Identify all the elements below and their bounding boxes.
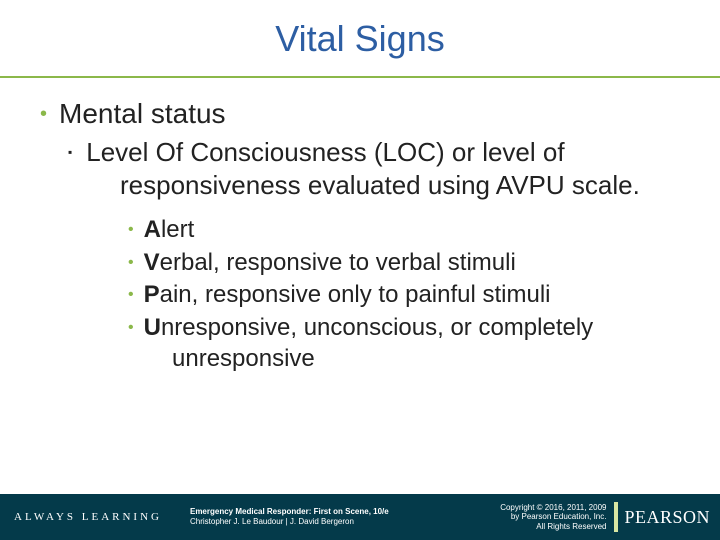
copyright-line: by Pearson Education, Inc. xyxy=(511,512,607,521)
always-learning: ALWAYS LEARNING xyxy=(0,511,162,523)
slide: { "colors": { "title": "#2d5ea3", "rule"… xyxy=(0,0,720,540)
copyright-line: Copyright © 2016, 2011, 2009 xyxy=(500,503,606,512)
pearson-logo: PEARSON xyxy=(614,502,720,532)
avpu-rest: ain, responsive only to painful stimuli xyxy=(160,281,551,308)
book-title: Emergency Medical Responder: First on Sc… xyxy=(190,507,389,516)
book-citation: Emergency Medical Responder: First on Sc… xyxy=(162,507,500,526)
avpu-letter: V xyxy=(144,249,160,276)
slide-body: Mental status Level Of Consciousness (LO… xyxy=(0,78,720,375)
copyright-line: All Rights Reserved xyxy=(536,522,606,531)
logo-text: PEARSON xyxy=(624,507,710,528)
footer: ALWAYS LEARNING Emergency Medical Respon… xyxy=(0,494,720,540)
bullet-l2: Level Of Consciousness (LOC) or level of… xyxy=(94,136,680,375)
avpu-letter: U xyxy=(144,314,161,341)
bullet-l3: Alert xyxy=(150,215,680,246)
bullet-l2-text: Level Of Consciousness (LOC) or level of… xyxy=(86,137,640,200)
avpu-rest: erbal, responsive to verbal stimuli xyxy=(160,249,516,276)
avpu-rest: lert xyxy=(161,216,194,243)
avpu-letter: P xyxy=(144,281,160,308)
copyright: Copyright © 2016, 2011, 2009 by Pearson … xyxy=(500,503,614,532)
bullet-l3: Pain, responsive only to painful stimuli xyxy=(150,280,680,311)
bullet-l1-text: Mental status xyxy=(59,98,226,129)
book-authors: Christopher J. Le Baudour | J. David Ber… xyxy=(190,517,354,526)
logo-bar-icon xyxy=(614,502,618,532)
bullet-l3: Unresponsive, unconscious, or completely… xyxy=(150,313,680,374)
avpu-rest: nresponsive, unconscious, or completely … xyxy=(161,314,593,372)
avpu-letter: A xyxy=(144,216,161,243)
slide-title: Vital Signs xyxy=(0,0,720,70)
bullet-l3: Verbal, responsive to verbal stimuli xyxy=(150,248,680,279)
bullet-l1: Mental status Level Of Consciousness (LO… xyxy=(40,98,680,375)
